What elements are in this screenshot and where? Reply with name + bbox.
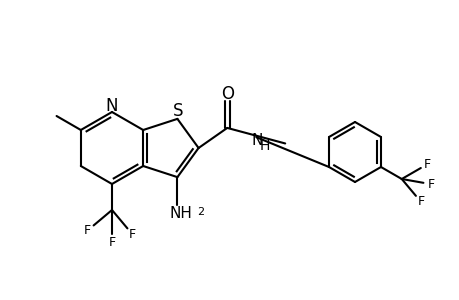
Text: N: N [251,133,263,148]
Text: F: F [427,178,434,191]
Text: H: H [259,139,270,153]
Text: 2: 2 [197,207,204,217]
Text: NH: NH [170,206,192,220]
Text: O: O [220,85,233,103]
Text: F: F [108,236,115,248]
Text: N: N [106,97,118,115]
Text: F: F [423,158,431,170]
Text: S: S [173,102,183,120]
Text: F: F [84,224,91,237]
Text: F: F [417,196,424,208]
Text: F: F [129,228,136,241]
